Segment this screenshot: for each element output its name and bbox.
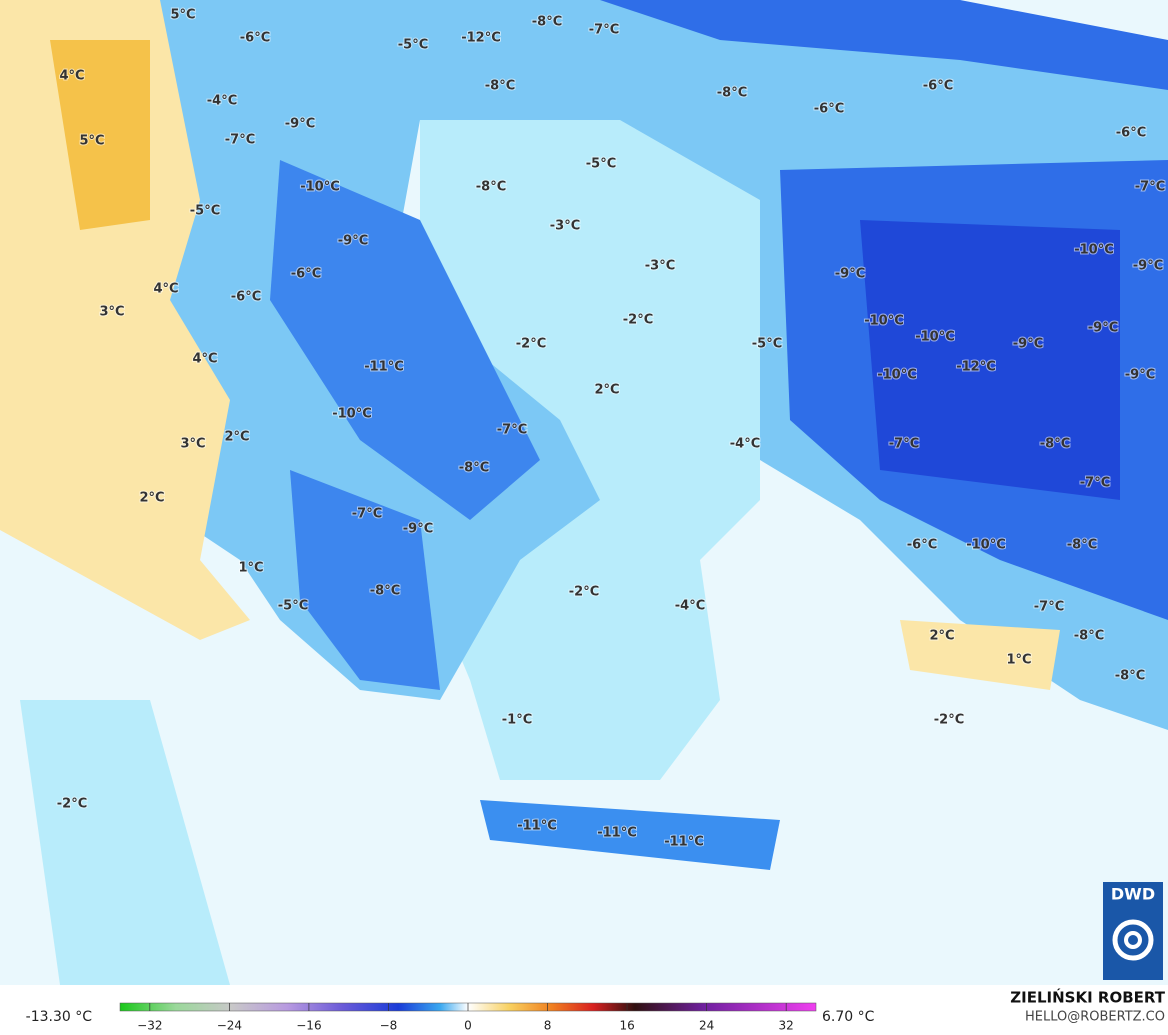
temperature-label: -7°C [1080,476,1110,491]
temperature-label: -9°C [1125,368,1155,383]
temperature-label: -5°C [190,204,220,219]
colorbar-tick-label: 0 [464,1019,472,1033]
temperature-label: -9°C [1013,337,1043,352]
temperature-label: -8°C [1067,538,1097,553]
colorbar-tick-label: 8 [544,1019,552,1033]
temperature-label: -9°C [835,267,865,282]
temperature-label: -3°C [645,259,675,274]
temperature-label: -10°C [1074,243,1114,258]
temperature-label: 2°C [224,430,249,445]
colorbar-tick-label: −32 [137,1019,162,1033]
temperature-label: -6°C [923,79,953,94]
colorbar-tick-label: 16 [619,1019,634,1033]
temperature-label: -9°C [285,117,315,132]
temperature-label: 1°C [238,561,263,576]
temperature-label: -12°C [461,31,501,46]
temperature-label: -8°C [476,180,506,195]
temperature-label: 2°C [929,629,954,644]
temperature-label: -8°C [459,461,489,476]
colorbar-tick-label: 32 [779,1019,794,1033]
temperature-label: -8°C [1074,629,1104,644]
temperature-label: 5°C [79,134,104,149]
temperature-label: -10°C [332,407,372,422]
temperature-label: -7°C [225,133,255,148]
temperature-label: 1°C [1006,653,1031,668]
temperature-label: -9°C [338,234,368,249]
temperature-label: -7°C [497,423,527,438]
temperature-label: -5°C [586,157,616,172]
temperature-label: 2°C [594,383,619,398]
temperature-label: -11°C [517,819,557,834]
colorbar-tick-label: −8 [380,1019,398,1033]
credit-email: HELLO@ROBERTZ.CO [1025,1010,1165,1025]
credit-name: ZIELIŃSKI ROBERT [1010,988,1165,1007]
map-background [0,0,1168,985]
temperature-label: -8°C [532,15,562,30]
temperature-label: -7°C [589,23,619,38]
temperature-label: -4°C [675,599,705,614]
temperature-label: -10°C [877,368,917,383]
temperature-label: -4°C [207,94,237,109]
temperature-label: -8°C [1040,437,1070,452]
temperature-label: -12°C [956,360,996,375]
temperature-label: -11°C [664,835,704,850]
temperature-label: -10°C [915,330,955,345]
temperature-label: -2°C [516,337,546,352]
temperature-label: 2°C [139,491,164,506]
temperature-label: -7°C [1135,180,1165,195]
colorbar-tick-label: 24 [699,1019,714,1033]
temperature-label: -8°C [485,79,515,94]
temperature-label: -5°C [398,38,428,53]
temperature-label: -6°C [1116,126,1146,141]
temperature-label: -9°C [1088,321,1118,336]
temperature-label: -4°C [730,437,760,452]
temperature-label: -10°C [966,538,1006,553]
temperature-label: -6°C [814,102,844,117]
temperature-label: -2°C [934,713,964,728]
temperature-label: -5°C [278,599,308,614]
temperature-label: -6°C [231,290,261,305]
temperature-label: 4°C [192,352,217,367]
temperature-label: -6°C [240,31,270,46]
temperature-label: -9°C [403,522,433,537]
temperature-label: -2°C [623,313,653,328]
colorbar-tick-label: −24 [217,1019,242,1033]
colorbar-max: 6.70 °C [822,1009,875,1025]
temperature-label: -6°C [291,267,321,282]
dwd-logo: DWD [1103,882,1163,980]
temperature-label: 3°C [180,437,205,452]
temperature-labels: 5°C -8°C -7°C -6°C -5°C -12°C 4°C -8°C -8°C -6°C -… [56,7,1166,851]
temperature-label: -5°C [752,337,782,352]
temperature-label: 3°C [99,305,124,320]
temperature-label: 4°C [153,282,178,297]
temperature-label: -7°C [352,507,382,522]
temperature-label: -2°C [57,797,87,812]
temperature-label: -3°C [550,219,580,234]
temperature-label: -2°C [569,585,599,600]
temperature-label: -9°C [1133,259,1163,274]
colorbar-tick-label: −16 [296,1019,321,1033]
colorbar-min: -13.30 °C [26,1009,93,1025]
temperature-label: -7°C [889,437,919,452]
temperature-label: -8°C [717,86,747,101]
temperature-label: -10°C [864,314,904,329]
temperature-label: -8°C [1115,669,1145,684]
temperature-label: -11°C [597,826,637,841]
temperature-label: -1°C [502,713,532,728]
temperature-label: -8°C [370,584,400,599]
temperature-label: -10°C [300,180,340,195]
temperature-label: 4°C [59,69,84,84]
temperature-label: 5°C [170,8,195,23]
temperature-label: -11°C [364,360,404,375]
temperature-label: -6°C [907,538,937,553]
logo-text: DWD [1111,885,1155,904]
temperature-label: -7°C [1034,600,1064,615]
